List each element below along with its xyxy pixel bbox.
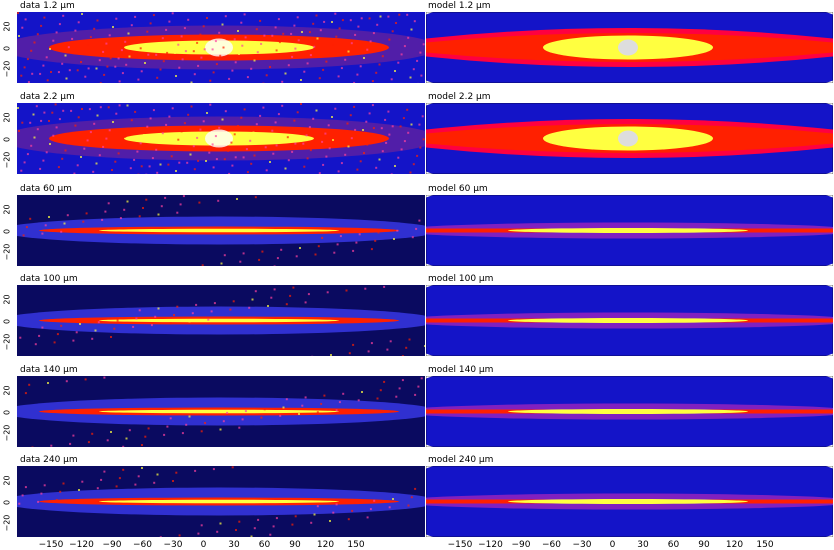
- y-tick-label: 20: [2, 112, 12, 123]
- y-tick-label: −20: [2, 60, 12, 78]
- model-sky-map: [426, 195, 833, 266]
- y-tick-label: −20: [2, 514, 12, 532]
- y-tick-label: 0: [2, 499, 12, 506]
- data-sky-map-image: [17, 12, 425, 83]
- y-tick-label: 0: [2, 136, 12, 143]
- model-sky-map: [426, 12, 833, 83]
- data-panel-label: data 140 μm: [20, 365, 78, 375]
- data-sky-map-image: [17, 103, 425, 174]
- x-tick-label-left: 0: [200, 540, 207, 550]
- data-panel-label: data 60 μm: [20, 184, 72, 194]
- x-tick-label-left: 30: [228, 540, 240, 550]
- x-tick-label-right: 0: [609, 540, 616, 550]
- data-panel-label: data 100 μm: [20, 274, 78, 284]
- x-tick-label-right: 150: [756, 540, 774, 550]
- model-panel-label: model 100 μm: [428, 274, 494, 284]
- data-panel-label: data 2.2 μm: [20, 92, 75, 102]
- y-tick-label: 0: [2, 228, 12, 235]
- model-panel-label: model 60 μm: [428, 184, 488, 194]
- x-tick-label-right: 90: [698, 540, 710, 550]
- data-sky-map-image: [17, 195, 425, 266]
- model-panel-label: model 2.2 μm: [428, 92, 491, 102]
- x-tick-label-right: −30: [572, 540, 592, 550]
- y-tick-label: −20: [2, 243, 12, 261]
- data-panel-label: data 240 μm: [20, 455, 78, 465]
- x-tick-label-left: −90: [102, 540, 122, 550]
- data-sky-map: [17, 12, 425, 83]
- x-tick-label-left: 150: [347, 540, 365, 550]
- x-tick-label-right: −60: [542, 540, 561, 550]
- model-panel-label: model 240 μm: [428, 455, 494, 465]
- x-tick-label-left: −120: [69, 540, 94, 550]
- model-sky-map-image: [426, 103, 833, 174]
- model-panel-label: model 1.2 μm: [428, 1, 491, 11]
- model-sky-map-image: [426, 466, 833, 537]
- y-tick-label: 20: [2, 385, 12, 396]
- y-tick-label: 20: [2, 204, 12, 215]
- data-sky-map-image: [17, 466, 425, 537]
- x-tick-label-left: −60: [133, 540, 152, 550]
- y-tick-label: 20: [2, 21, 12, 32]
- data-sky-map: [17, 195, 425, 266]
- x-tick-label-right: −150: [447, 540, 473, 550]
- model-panel-label: model 140 μm: [428, 365, 494, 375]
- data-sky-map-image: [17, 376, 425, 447]
- y-tick-label: 20: [2, 475, 12, 486]
- data-panel-label: data 1.2 μm: [20, 1, 75, 11]
- model-sky-map: [426, 466, 833, 537]
- x-tick-label-right: 30: [637, 540, 649, 550]
- x-tick-label-right: −90: [511, 540, 531, 550]
- x-tick-label-left: −30: [163, 540, 183, 550]
- x-tick-label-left: −150: [38, 540, 64, 550]
- data-sky-map: [17, 466, 425, 537]
- x-tick-label-left: 120: [316, 540, 335, 550]
- y-tick-label: 0: [2, 318, 12, 325]
- y-tick-label: −20: [2, 424, 12, 442]
- y-tick-label: 20: [2, 294, 12, 305]
- x-tick-label-right: 120: [725, 540, 744, 550]
- x-tick-label-right: −120: [478, 540, 503, 550]
- y-tick-label: 0: [2, 409, 12, 416]
- model-sky-map: [426, 103, 833, 174]
- model-sky-map-image: [426, 195, 833, 266]
- model-sky-map-image: [426, 12, 833, 83]
- model-sky-map-image: [426, 376, 833, 447]
- x-tick-label-left: 90: [289, 540, 301, 550]
- x-tick-label-left: 60: [258, 540, 271, 550]
- data-sky-map: [17, 285, 425, 356]
- y-tick-label: 0: [2, 45, 12, 52]
- data-sky-map: [17, 103, 425, 174]
- y-tick-label: −20: [2, 151, 12, 169]
- model-sky-map: [426, 376, 833, 447]
- data-sky-map: [17, 376, 425, 447]
- model-sky-map: [426, 285, 833, 356]
- y-tick-label: −20: [2, 333, 12, 351]
- data-sky-map-image: [17, 285, 425, 356]
- model-sky-map-image: [426, 285, 833, 356]
- x-tick-label-right: 60: [667, 540, 680, 550]
